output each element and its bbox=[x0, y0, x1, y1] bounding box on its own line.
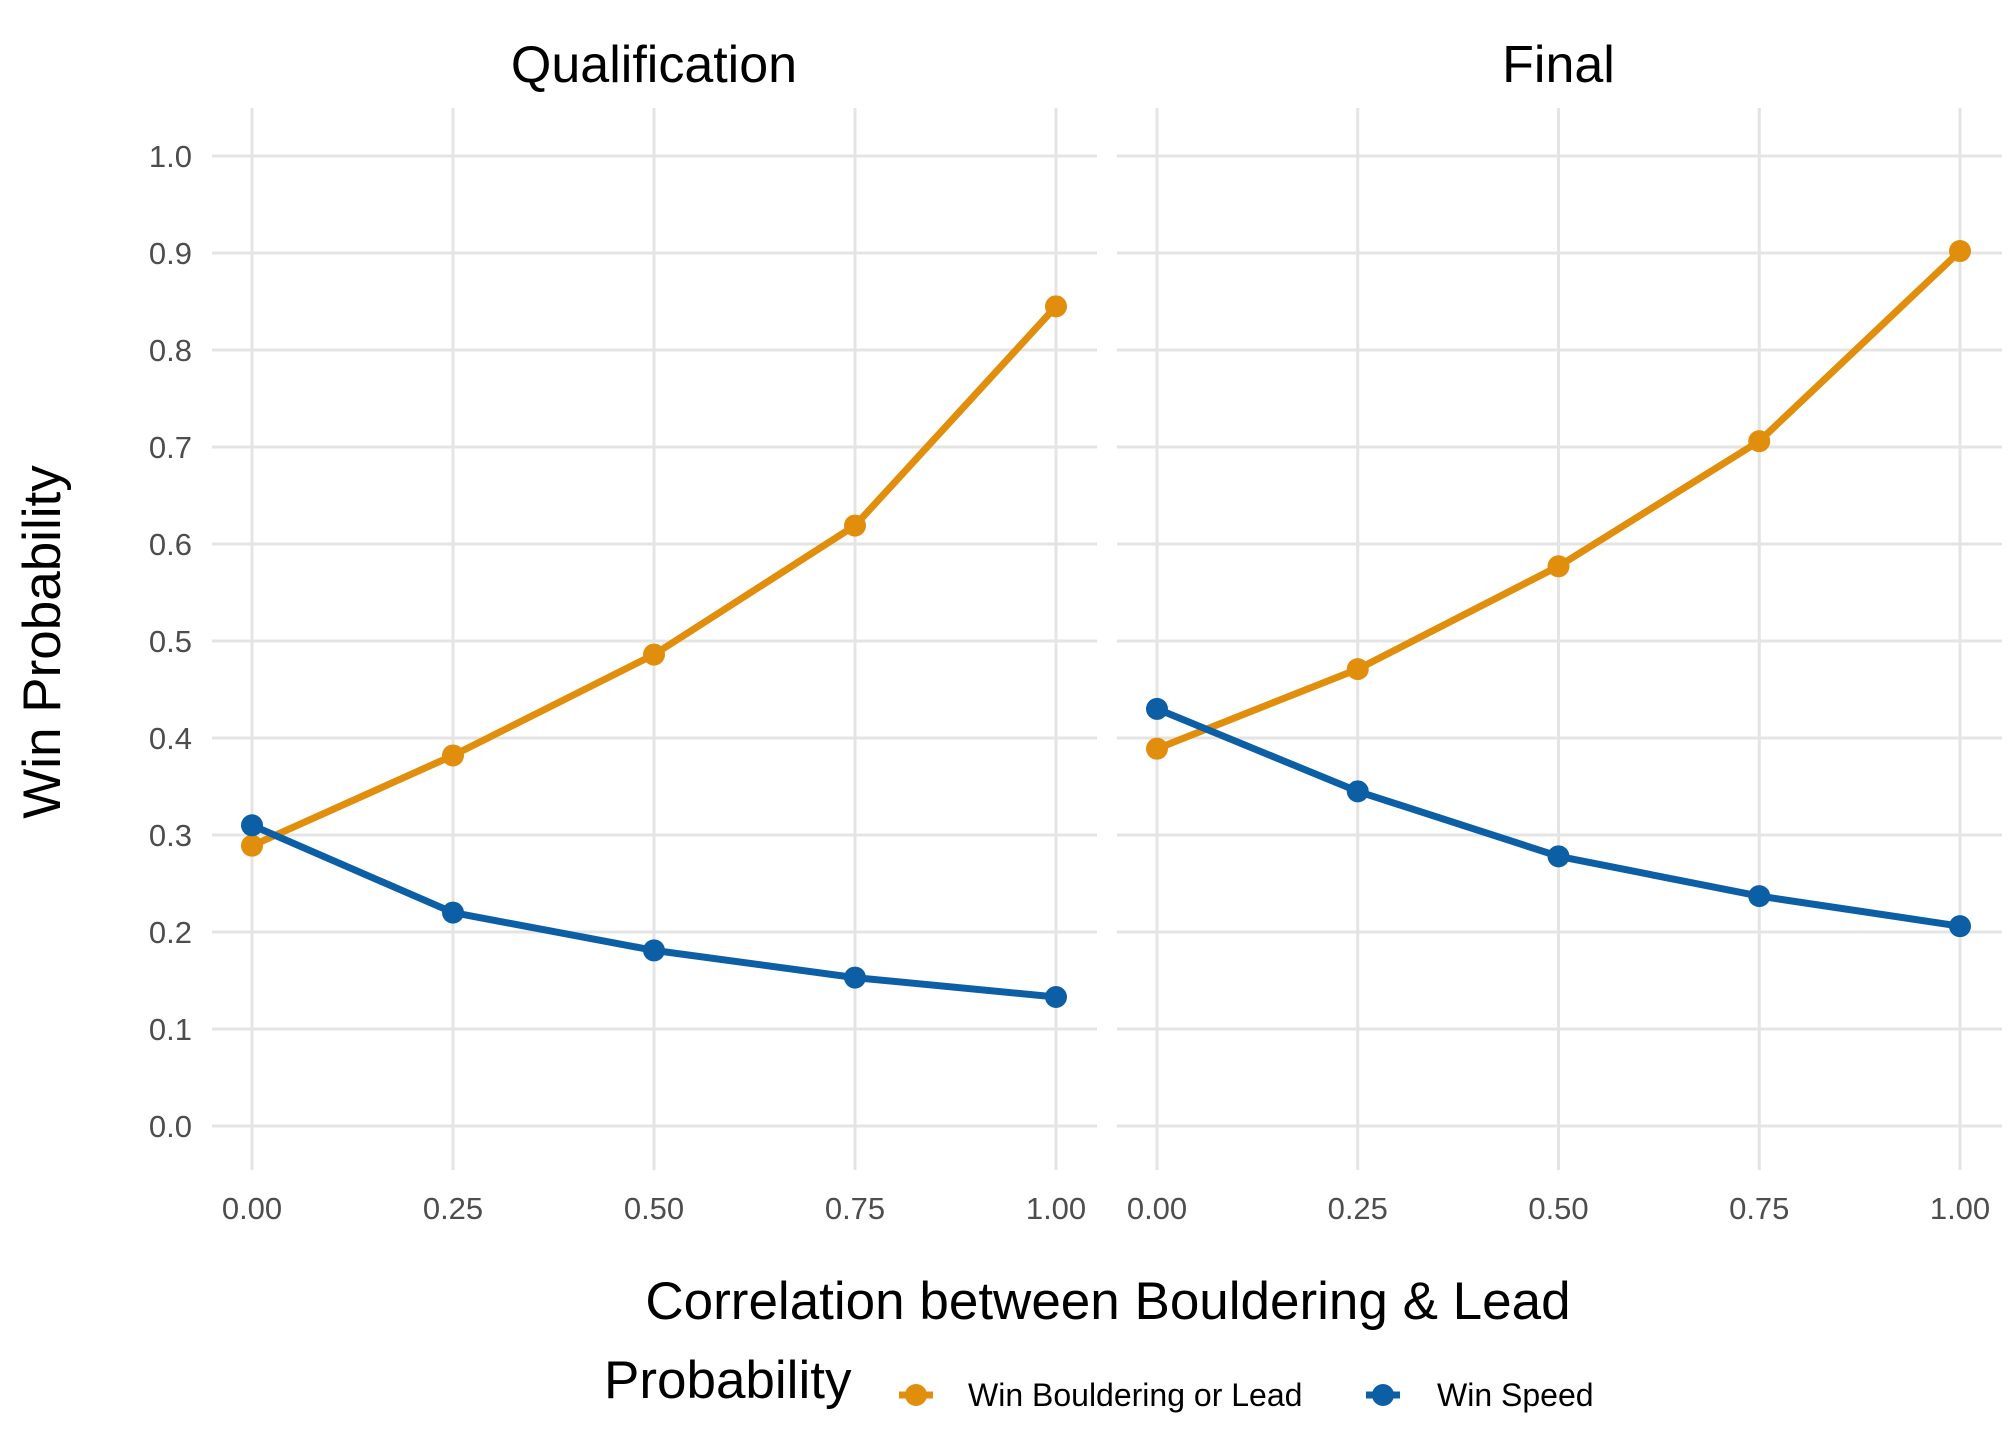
y-tick-label: 0.7 bbox=[149, 430, 192, 465]
data-point bbox=[241, 834, 263, 857]
data-point bbox=[1748, 430, 1771, 453]
panel-0: Qualification 0.0 0.1 0.2 0.3 0.4 0.5 0.6 0.7 0.8… bbox=[149, 36, 1097, 1226]
y-tick-label: 0.0 bbox=[149, 1109, 192, 1144]
legend-key bbox=[899, 1384, 933, 1406]
x-tick-label: 0.25 bbox=[423, 1191, 483, 1226]
data-point bbox=[1949, 240, 1971, 263]
data-point bbox=[1146, 697, 1168, 720]
legend: Probability Win Bouldering or Lead Win Sp… bbox=[604, 1351, 1594, 1413]
data-point bbox=[1146, 737, 1168, 760]
data-point bbox=[442, 901, 464, 924]
x-tick-label: 1.00 bbox=[1026, 1191, 1086, 1226]
data-point bbox=[1949, 915, 1971, 938]
x-tick-label: 0.00 bbox=[1127, 1191, 1187, 1226]
legend-key-point bbox=[1372, 1384, 1394, 1406]
y-axis-title: Win Probability bbox=[13, 465, 72, 819]
data-point bbox=[844, 514, 866, 537]
x-tick-label: 0.75 bbox=[1729, 1191, 1789, 1226]
legend-key bbox=[1366, 1384, 1400, 1406]
x-axis-title: Correlation between Bouldering & Lead bbox=[645, 1272, 1570, 1331]
data-point bbox=[241, 814, 263, 837]
y-tick-label: 0.3 bbox=[149, 818, 192, 853]
data-point bbox=[1748, 885, 1771, 908]
panel-title: Qualification bbox=[511, 36, 797, 94]
legend-key-point bbox=[905, 1384, 927, 1406]
y-tick-label: 0.8 bbox=[149, 333, 192, 368]
x-tick-label: 0.25 bbox=[1328, 1191, 1388, 1226]
legend-title: Probability bbox=[604, 1351, 852, 1410]
x-tick-label: 0.50 bbox=[1528, 1191, 1588, 1226]
x-tick-label: 0.00 bbox=[222, 1191, 282, 1226]
panel-1: Final 0.00 0.25 0.50 0.75 1.00 bbox=[1117, 36, 2002, 1226]
y-tick-label: 0.2 bbox=[149, 915, 192, 950]
data-point bbox=[1547, 845, 1570, 868]
y-tick-label: 0.1 bbox=[149, 1012, 192, 1047]
y-tick-label: 0.6 bbox=[149, 527, 192, 562]
y-tick-label: 0.5 bbox=[149, 624, 192, 659]
data-point bbox=[643, 939, 665, 962]
data-point bbox=[1045, 295, 1067, 318]
panel-title: Final bbox=[1502, 36, 1615, 94]
legend-label: Win Bouldering or Lead bbox=[968, 1377, 1302, 1413]
data-point bbox=[643, 643, 665, 666]
y-tick-label: 1.0 bbox=[149, 139, 192, 174]
data-point bbox=[1045, 985, 1067, 1008]
data-point bbox=[1346, 780, 1369, 803]
panels: Qualification 0.0 0.1 0.2 0.3 0.4 0.5 0.6 0.7 0.8… bbox=[149, 36, 2002, 1226]
data-point bbox=[1547, 555, 1570, 578]
legend-label: Win Speed bbox=[1437, 1377, 1594, 1413]
x-tick-label: 0.75 bbox=[825, 1191, 885, 1226]
data-point bbox=[1346, 658, 1369, 681]
x-tick-label: 0.50 bbox=[624, 1191, 684, 1226]
y-tick-label: 0.4 bbox=[149, 721, 192, 756]
data-point bbox=[442, 744, 464, 767]
x-tick-label: 1.00 bbox=[1930, 1191, 1990, 1226]
y-tick-label: 0.9 bbox=[149, 236, 192, 271]
data-point bbox=[844, 966, 866, 989]
